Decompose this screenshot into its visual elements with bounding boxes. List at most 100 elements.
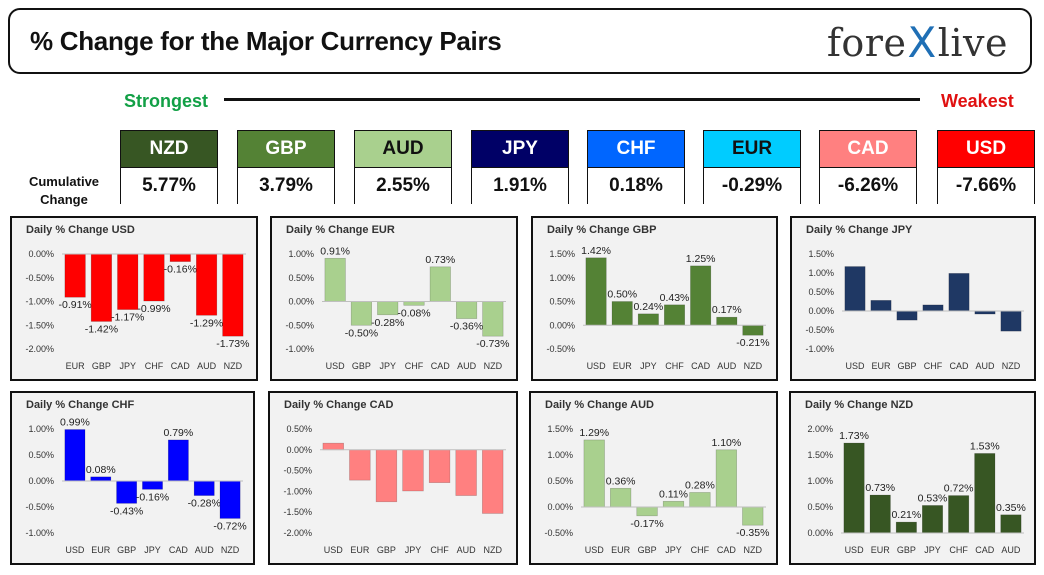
chart-panel-aud: Daily % Change AUD 1.50% 1.00% 0.50% 0.00% -0… [529, 391, 778, 565]
x-tick-label: JPY [119, 361, 136, 371]
data-label: -0.08% [397, 307, 430, 319]
x-tick-label: AUD [195, 545, 215, 555]
bar-cad [715, 449, 737, 508]
strength-scale-line [224, 98, 920, 101]
y-tick-label: 0.00% [28, 476, 54, 486]
bar-usd [64, 429, 86, 482]
data-label: 0.79% [163, 427, 193, 439]
y-tick-label: 1.00% [808, 268, 834, 278]
bar-eur [64, 253, 86, 298]
y-tick-label: 1.50% [547, 424, 573, 434]
bar-gbp [895, 521, 917, 534]
data-label: -1.17% [111, 312, 144, 324]
data-label: -0.21% [736, 337, 769, 349]
cumulative-label-line1: Cumulative [28, 174, 100, 189]
currency-box-aud: AUD 2.55% [354, 130, 452, 204]
y-tick-label: 0.50% [288, 273, 314, 283]
bar-eur [869, 494, 891, 534]
y-tick-label: 0.50% [808, 287, 834, 297]
x-tick-label: EUR [613, 361, 633, 371]
data-label: 0.35% [996, 502, 1026, 514]
y-tick-label: 0.50% [547, 476, 573, 486]
bar-nzd [742, 324, 764, 336]
x-tick-label: NZD [483, 545, 502, 555]
y-tick-label: -1.00% [285, 344, 314, 354]
bar-chf [428, 449, 451, 483]
y-tick-label: 1.00% [549, 273, 575, 283]
cumulative-change-value: -0.29% [704, 168, 800, 204]
bar-usd [585, 257, 607, 326]
data-label: -0.28% [371, 317, 404, 329]
bar-chart: Daily % Change CAD 0.50% 0.00% -0.50% -1.00%… [283, 399, 506, 555]
x-tick-label: JPY [924, 545, 941, 555]
currency-box-nzd: NZD 5.77% [120, 130, 218, 204]
data-label: 0.24% [633, 301, 663, 313]
x-tick-label: CAD [171, 361, 191, 371]
data-label: 0.28% [685, 479, 715, 491]
y-tick-label: 0.00% [288, 297, 314, 307]
x-tick-label: NZD [1002, 361, 1021, 371]
y-tick-label: 1.50% [808, 249, 834, 259]
bar-usd [324, 257, 346, 302]
y-tick-label: -1.50% [283, 507, 312, 517]
x-tick-label: CAD [717, 545, 737, 555]
data-label: 1.53% [970, 440, 1000, 452]
page-title: % Change for the Major Currency Pairs [30, 26, 502, 56]
x-tick-label: GBP [92, 361, 111, 371]
x-tick-label: JPY [144, 545, 161, 555]
data-label: 0.72% [944, 483, 974, 495]
bar-jpy [117, 253, 139, 310]
bar-nzd [1000, 310, 1022, 332]
bar-chf [689, 492, 711, 508]
bar-nzd [742, 506, 764, 526]
x-tick-label: JPY [665, 545, 682, 555]
bar-nzd [219, 480, 241, 519]
x-tick-label: AUD [975, 361, 995, 371]
bar-eur [90, 476, 112, 482]
x-tick-label: NZD [224, 361, 243, 371]
data-label: -1.42% [85, 323, 118, 335]
y-tick-label: 0.00% [807, 528, 833, 538]
x-tick-label: NZD [221, 545, 240, 555]
bar-jpy [402, 449, 424, 492]
bar-chf [143, 253, 165, 302]
y-tick-label: 0.00% [547, 502, 573, 512]
bar-chart: Daily % Change JPY 1.50% 1.00% 0.50% 0.00% -0… [805, 224, 1024, 371]
x-tick-label: CAD [431, 361, 451, 371]
bar-eur [611, 301, 633, 326]
y-tick-label: 0.00% [549, 320, 575, 330]
currency-name: CHF [588, 131, 684, 168]
bar-cad [167, 439, 189, 482]
bar-jpy [637, 313, 659, 326]
data-label: 1.73% [839, 430, 869, 442]
data-label: 0.36% [606, 475, 636, 487]
currency-box-jpy: JPY 1.91% [471, 130, 569, 204]
data-label: -0.73% [476, 338, 509, 350]
currency-name: USD [938, 131, 1034, 168]
bar-nzd [482, 449, 504, 514]
bar-gbp [375, 449, 398, 503]
y-tick-label: 1.00% [807, 476, 833, 486]
y-tick-label: -0.50% [546, 344, 575, 354]
header: % Change for the Major Currency Pairs fo… [8, 8, 1032, 74]
logo-text-right: live [937, 20, 1008, 65]
currency-box-chf: CHF 0.18% [587, 130, 685, 204]
bar-nzd [482, 301, 504, 337]
data-label: 1.10% [711, 437, 741, 449]
y-tick-label: -1.00% [25, 528, 54, 538]
strongest-label: Strongest [124, 91, 209, 111]
data-label: -0.91% [59, 299, 92, 311]
x-tick-label: USD [326, 361, 346, 371]
x-tick-label: CHF [665, 361, 684, 371]
data-label: 1.29% [579, 427, 609, 439]
chart-title: Daily % Change JPY [806, 224, 913, 236]
chart-panel-chf: Daily % Change CHF 1.00% 0.50% 0.00% -0.50% -… [10, 391, 255, 565]
bar-chart: Daily % Change USD 0.00% -0.50% -1.00% -1.50… [25, 224, 249, 371]
bar-usd [322, 442, 344, 451]
bar-usd [844, 266, 866, 312]
x-tick-label: CAD [975, 545, 995, 555]
x-tick-label: EUR [66, 361, 86, 371]
bar-aud [455, 449, 477, 496]
bar-cad [169, 253, 191, 262]
x-tick-label: AUD [717, 361, 737, 371]
